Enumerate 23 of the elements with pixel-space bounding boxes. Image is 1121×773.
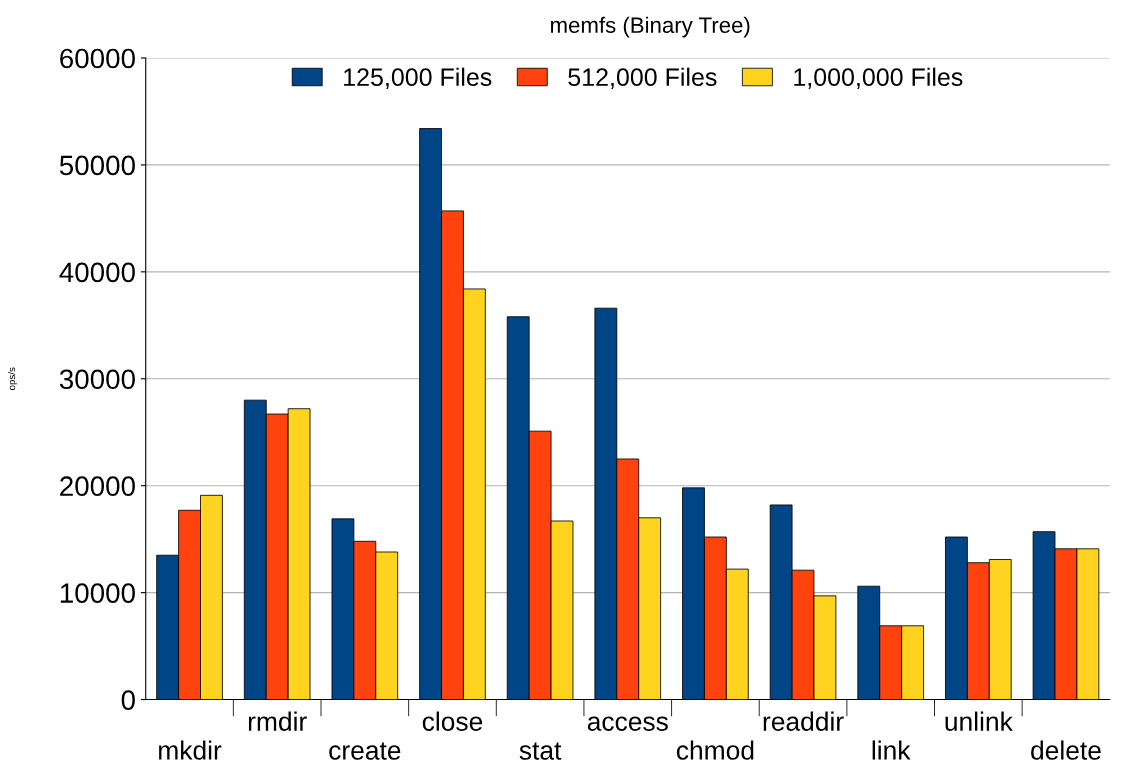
x-tick-label: readdir bbox=[763, 711, 844, 731]
y-tick-label: 40000 bbox=[59, 262, 135, 283]
x-tick-label: close bbox=[422, 711, 483, 731]
legend-label: 125,000 Files bbox=[344, 67, 492, 89]
y-tick-label: 50000 bbox=[59, 155, 135, 176]
chart-title: memfs (Binary Tree) bbox=[551, 16, 750, 38]
y-tick-label: 20000 bbox=[60, 476, 135, 497]
x-tick-label: access bbox=[587, 716, 668, 731]
x-tick-label: delete bbox=[1031, 740, 1101, 760]
x-tick-label: rmdir bbox=[248, 711, 307, 731]
y-tick-label: 60000 bbox=[60, 48, 135, 69]
x-tick-label: link bbox=[872, 740, 911, 760]
y-tick-label: 30000 bbox=[59, 369, 135, 390]
legend-label: 1,000,000 Files bbox=[794, 67, 963, 89]
y-axis-title: ops/s bbox=[8, 367, 18, 390]
x-tick-label: stat bbox=[519, 742, 562, 760]
legend-label: 512,000 Files bbox=[568, 67, 717, 89]
x-tick-label: mkdir bbox=[159, 740, 222, 760]
x-tick-label: chmod bbox=[676, 740, 754, 760]
y-tick-label: 10000 bbox=[60, 583, 135, 603]
y-tick-label: 0 bbox=[121, 690, 135, 710]
x-tick-label: unlink bbox=[945, 711, 1013, 731]
x-tick-label: create bbox=[329, 742, 401, 760]
